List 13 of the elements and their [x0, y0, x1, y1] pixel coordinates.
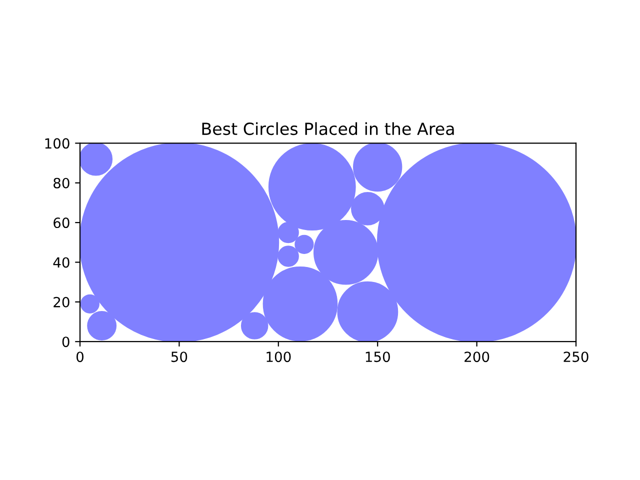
- x-tick-label: 250: [564, 352, 588, 362]
- x-tick-label: 50: [171, 352, 188, 362]
- y-tick-label: 100: [45, 138, 70, 149]
- y-tick-label: 0: [62, 336, 70, 348]
- y-tick-label: 80: [54, 178, 70, 188]
- chart-title: Best Circles Placed in the Area: [202, 122, 454, 136]
- x-tick-label: 100: [266, 352, 291, 362]
- y-tick-label: 60: [54, 218, 70, 228]
- y-tick-label: 20: [54, 296, 70, 308]
- y-tick-label: 40: [53, 257, 70, 268]
- x-tick-label: 200: [464, 352, 490, 362]
- x-tick-label: 0: [76, 352, 84, 362]
- x-tick-label: 150: [366, 352, 390, 362]
